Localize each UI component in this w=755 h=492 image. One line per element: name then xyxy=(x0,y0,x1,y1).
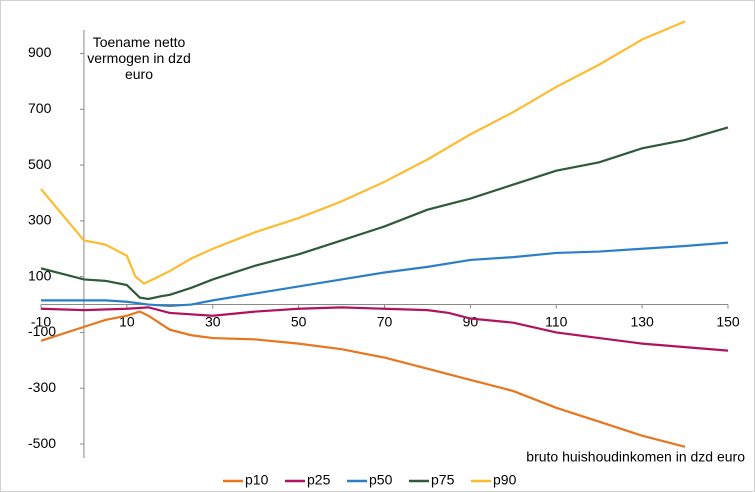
line-series xyxy=(40,126,729,301)
line-series xyxy=(40,306,729,352)
y-axis-label: Toename netto vermogen in dzd euro xyxy=(87,34,191,82)
legend-label: p75 xyxy=(431,472,455,488)
legend-label: p90 xyxy=(493,472,517,488)
x-tick-label: 70 xyxy=(377,313,393,329)
x-axis-label: bruto huishoudinkomen in dzd euro xyxy=(526,449,745,465)
x-tick-label: 150 xyxy=(716,313,740,329)
x-tick-label: 130 xyxy=(630,313,654,329)
y-tick-label: 900 xyxy=(28,44,52,60)
x-tick-label: 110 xyxy=(545,313,568,329)
line-series xyxy=(41,241,729,308)
x-tick-label: -10 xyxy=(31,313,51,329)
y-tick-label: 300 xyxy=(28,212,52,228)
x-tick-label: 90 xyxy=(463,313,479,329)
y-tick-label: 500 xyxy=(28,156,52,172)
y-tick-label: -500 xyxy=(28,435,56,451)
x-tick-label: 30 xyxy=(205,313,221,329)
y-tick-label: -100 xyxy=(28,323,56,339)
y-tick-label: -300 xyxy=(28,379,56,395)
y-tick-label: 700 xyxy=(28,100,52,116)
legend-label: p25 xyxy=(307,472,331,488)
legend-label: p10 xyxy=(245,472,269,488)
legend-label: p50 xyxy=(369,472,393,488)
line-series xyxy=(40,310,686,448)
line-series xyxy=(40,20,686,285)
y-tick-label: 100 xyxy=(28,267,52,283)
x-tick-label: 50 xyxy=(291,313,307,329)
